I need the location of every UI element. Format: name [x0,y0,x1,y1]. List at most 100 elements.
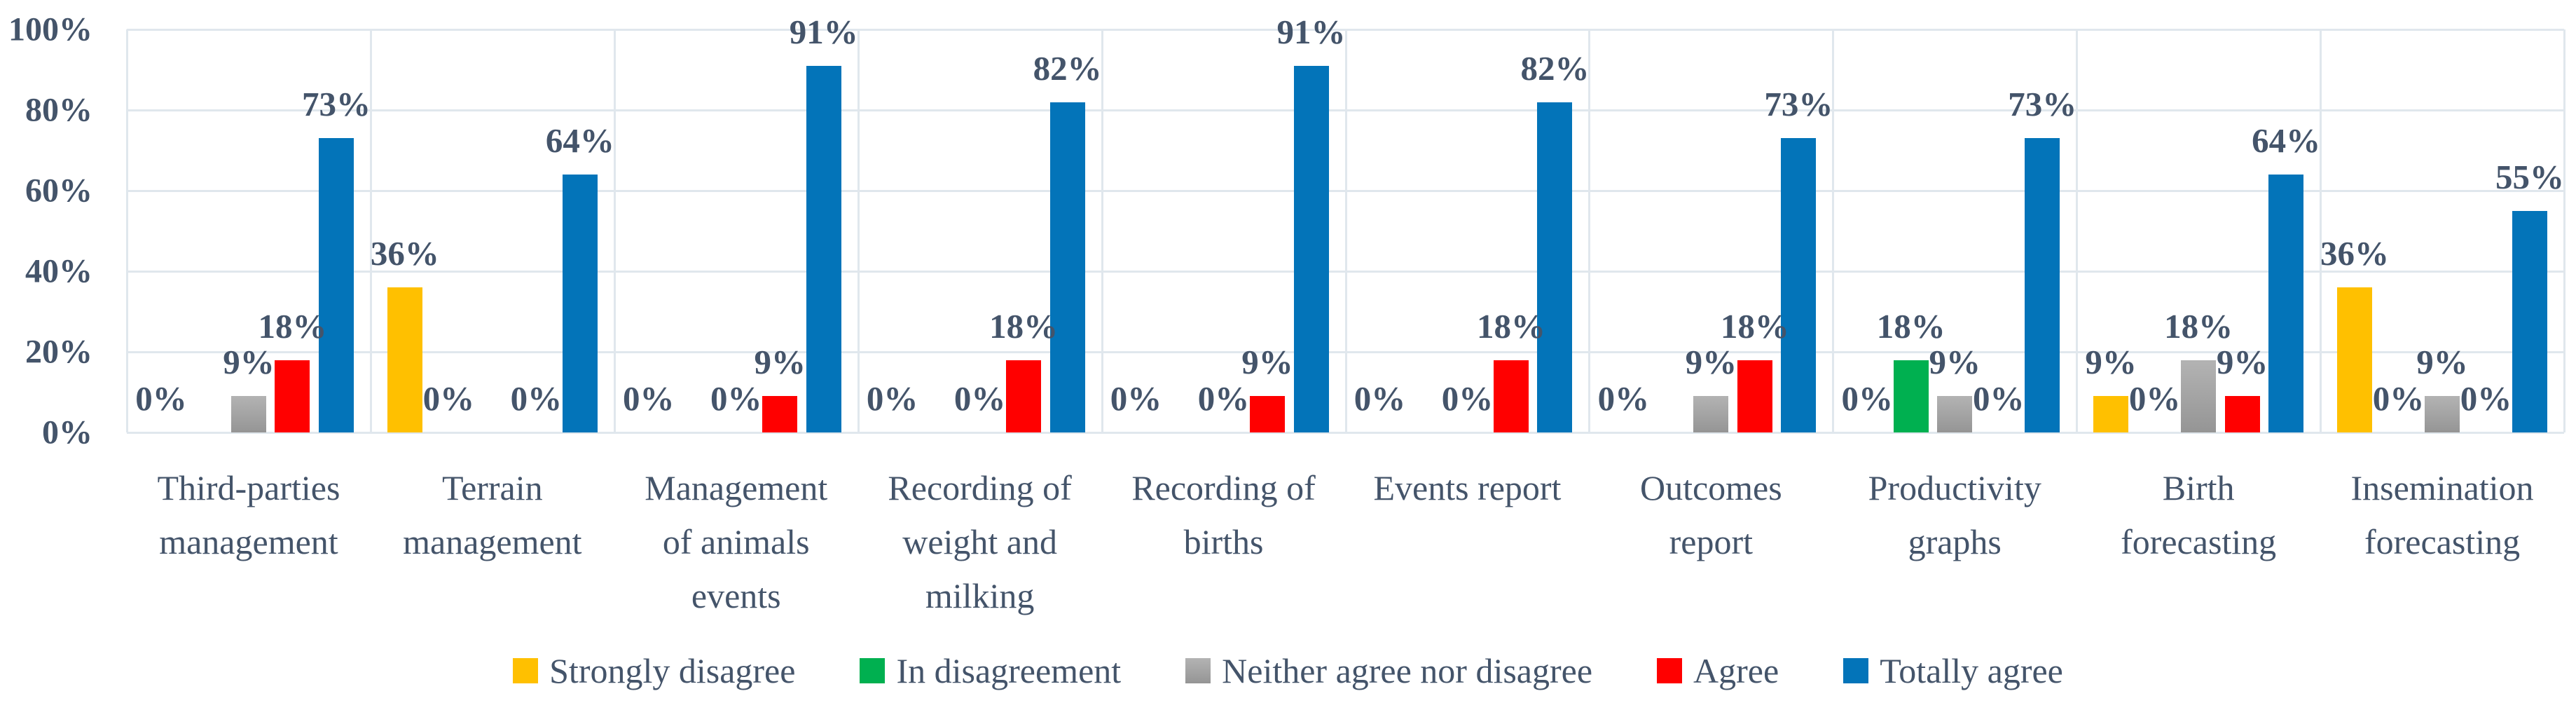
legend-label: Neither agree nor disagree [1222,651,1593,690]
data-label: 0% [1354,379,1406,418]
data-label: 18% [258,306,327,346]
data-label: 0% [2460,379,2512,418]
category-separator [126,29,128,432]
data-label: 91% [1276,12,1346,51]
legend-swatch-strongly-disagree [513,658,539,683]
data-label: 73% [2008,85,2077,124]
data-label: 0% [623,379,675,418]
bar-totally-agree [1781,138,1817,432]
legend-label: Totally agree [1880,651,2063,690]
bar-totally-agree [562,175,598,432]
data-label: 18% [1476,306,1545,346]
category-label: Management of animals events [645,468,828,615]
category-separator [369,29,372,432]
bar-in-disagreement [1893,360,1929,432]
data-label: 0% [1597,379,1650,418]
data-label: 73% [1764,85,1833,124]
category-label: Recording of births [1131,468,1316,561]
category-separator [1832,29,1835,432]
bar-neither-agree-nor-disagree [2425,396,2460,432]
category-label: Outcomes report [1639,468,1782,561]
data-label: 0% [1197,379,1250,418]
category-separator [2076,29,2079,432]
data-label: 0% [1110,379,1162,418]
data-label: 9% [2416,343,2468,382]
y-axis-tick: 0% [42,414,92,451]
bar-strongly-disagree [2337,287,2373,432]
bar-agree [275,360,310,432]
bar-totally-agree [1537,102,1573,432]
data-label: 9% [2216,343,2268,382]
data-label: 0% [510,379,563,418]
data-label: 0% [953,379,1006,418]
data-label: 18% [1876,306,1945,346]
bar-strongly-disagree [387,287,422,432]
category-label: Birth forecasting [2121,468,2277,561]
legend-swatch-in-disagreement [860,658,886,683]
category-separator [2563,29,2565,432]
data-label: 9% [1241,343,1293,382]
data-label: 0% [422,379,475,418]
legend-item-strongly-disagree: Strongly disagree [513,653,795,688]
bar-totally-agree [1293,65,1329,432]
category-separator [1344,29,1347,432]
bar-totally-agree [2025,138,2060,432]
data-label: 64% [2252,121,2321,160]
bar-agree [762,396,798,432]
legend-item-in-disagreement: In disagreement [860,653,1121,688]
category-label: Events report [1373,468,1562,507]
bar-strongly-disagree [2093,396,2129,432]
y-axis-tick: 100% [8,11,92,48]
bar-agree [1006,360,1042,432]
y-axis-tick: 40% [25,252,92,290]
legend-swatch-totally-agree [1843,658,1869,683]
data-label: 0% [1441,379,1494,418]
data-label: 73% [301,85,371,124]
legend-label: Agree [1693,651,1779,690]
data-label: 18% [2164,306,2233,346]
bar-agree [1493,360,1529,432]
bar-agree [1737,360,1772,432]
category-label: Third-parties management [157,468,340,561]
data-label: 36% [2320,234,2390,273]
category-separator [1101,29,1103,432]
category-label: Terrain management [403,468,582,561]
category-label: Insemination forecasting [2350,468,2534,561]
data-label: 82% [1033,48,1102,88]
data-label: 18% [989,306,1059,346]
data-label: 91% [789,12,858,51]
data-label: 18% [1720,306,1789,346]
plot-area: 0% 9% 18% 73% 36% 0% 0% 64% 0% 0% 9% 91% 0% 0% 18% 82% 0… [126,15,2565,434]
bar-totally-agree [806,65,841,432]
gridline [127,432,2564,434]
data-label: 0% [1841,379,1894,418]
bar-totally-agree [318,138,354,432]
y-axis-tick: 20% [25,333,92,371]
bar-agree [2224,396,2260,432]
data-label: 0% [710,379,762,418]
category-separator [857,29,860,432]
legend-item-neither-agree-nor-disagree: Neither agree nor disagree [1185,653,1592,688]
bar-neither-agree-nor-disagree [230,396,266,432]
data-label: 64% [545,121,614,160]
data-label: 0% [2372,379,2425,418]
category-label: Recording of weight and milking [888,468,1072,615]
y-axis-tick: 80% [25,91,92,129]
legend-swatch-agree [1657,658,1683,683]
data-label: 9% [1929,343,1981,382]
bar-neither-agree-nor-disagree [2181,360,2217,432]
bar-totally-agree [1049,102,1085,432]
legend-item-totally-agree: Totally agree [1843,653,2063,688]
category-separator [1588,29,1591,432]
legend-label: In disagreement [896,651,1122,690]
category-separator [2320,29,2322,432]
data-label: 0% [1973,379,2025,418]
bar-neither-agree-nor-disagree [1937,396,1973,432]
data-label: 9% [223,343,275,382]
bar-totally-agree [2268,175,2304,432]
y-axis: 0% 20% 40% 60% 80% 100% [0,0,127,463]
category-separator [613,29,616,432]
legend-item-agree: Agree [1657,653,1779,688]
data-label: 9% [754,343,806,382]
